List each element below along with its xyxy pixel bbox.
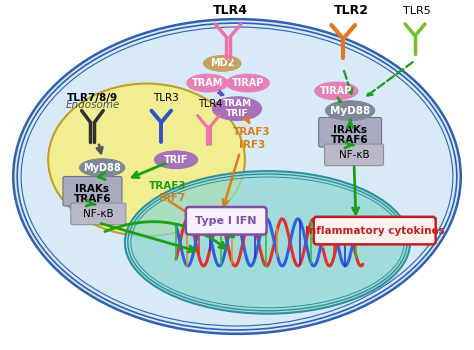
Ellipse shape bbox=[48, 84, 245, 236]
Text: NF-κB: NF-κB bbox=[339, 150, 369, 160]
FancyBboxPatch shape bbox=[319, 118, 382, 147]
Ellipse shape bbox=[226, 74, 269, 92]
FancyBboxPatch shape bbox=[325, 144, 383, 166]
Text: TRAF6: TRAF6 bbox=[73, 194, 111, 204]
Text: Type I IFN: Type I IFN bbox=[195, 216, 257, 226]
Text: NF-κB: NF-κB bbox=[83, 209, 114, 219]
Text: TLR7/8/9: TLR7/8/9 bbox=[67, 93, 118, 103]
Ellipse shape bbox=[212, 97, 262, 120]
Ellipse shape bbox=[155, 151, 198, 169]
Text: TIRAP: TIRAP bbox=[232, 78, 264, 88]
Text: TLR2: TLR2 bbox=[334, 4, 369, 17]
Text: IRAKs: IRAKs bbox=[75, 184, 109, 194]
Text: TLR4: TLR4 bbox=[213, 4, 247, 17]
Ellipse shape bbox=[13, 19, 461, 334]
Text: TIRAP: TIRAP bbox=[320, 86, 353, 96]
Text: TLR5: TLR5 bbox=[403, 6, 431, 16]
FancyBboxPatch shape bbox=[63, 176, 122, 206]
Ellipse shape bbox=[203, 56, 241, 71]
Text: TRAF3: TRAF3 bbox=[148, 181, 186, 191]
Text: Endosome: Endosome bbox=[65, 100, 119, 110]
Text: TRAM
TRIF: TRAM TRIF bbox=[222, 99, 252, 118]
Text: MyD88: MyD88 bbox=[83, 163, 121, 173]
Text: IRF7: IRF7 bbox=[159, 193, 186, 203]
Text: TRIF: TRIF bbox=[164, 155, 188, 165]
Text: Inflammatory cytokines: Inflammatory cytokines bbox=[305, 226, 445, 236]
Text: TRAF3: TRAF3 bbox=[233, 127, 271, 137]
Text: TRAF6: TRAF6 bbox=[331, 135, 369, 145]
Text: IRAKs: IRAKs bbox=[333, 125, 367, 135]
FancyBboxPatch shape bbox=[186, 207, 266, 235]
Ellipse shape bbox=[326, 101, 374, 120]
Text: TLR3: TLR3 bbox=[153, 93, 179, 103]
Text: TLR4: TLR4 bbox=[198, 99, 223, 108]
Ellipse shape bbox=[315, 82, 358, 100]
Ellipse shape bbox=[80, 159, 125, 176]
FancyBboxPatch shape bbox=[71, 203, 126, 225]
Text: MyD88: MyD88 bbox=[330, 106, 370, 116]
Ellipse shape bbox=[125, 171, 410, 314]
FancyBboxPatch shape bbox=[314, 217, 436, 244]
Ellipse shape bbox=[187, 74, 228, 92]
Text: IRF3: IRF3 bbox=[238, 140, 265, 150]
Text: TRAM: TRAM bbox=[192, 78, 223, 88]
Text: MD2: MD2 bbox=[210, 58, 235, 68]
